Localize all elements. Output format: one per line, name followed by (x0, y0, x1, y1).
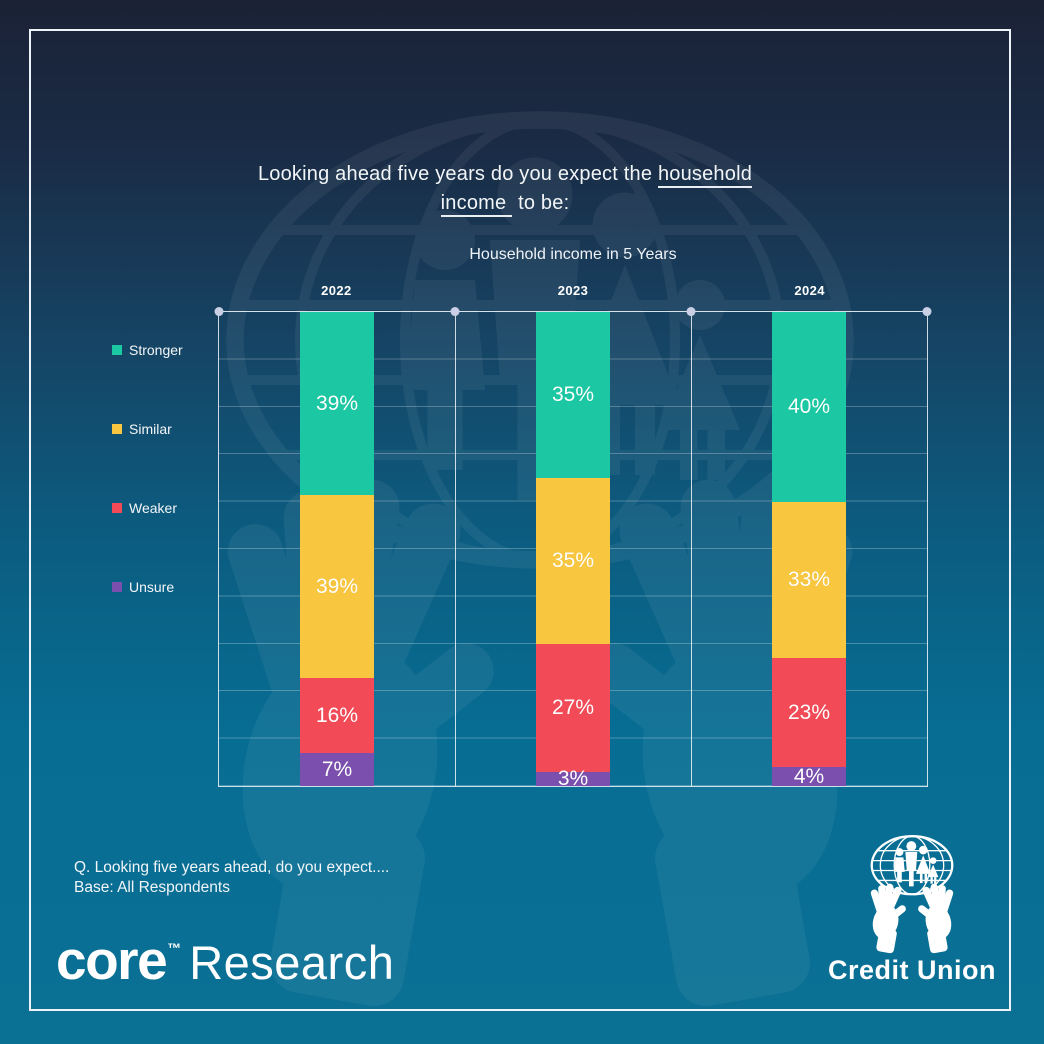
legend-swatch-similar (112, 424, 122, 434)
bar-segment-value: 39% (315, 391, 359, 415)
bar-segment-weaker-2022: 16% (300, 678, 374, 754)
legend-swatch-unsure (112, 582, 122, 592)
axis-top-dot (686, 307, 696, 317)
stacked-bar-2024: 40% 33% 23% 4% (772, 312, 846, 788)
plot-area: 39% 39% 16% 7% 35% 35% 27% 3% 40% 33% 23% 4% (214, 307, 932, 790)
bar-segment-unsure-2023: 3% (536, 767, 610, 790)
bar-segment-value: 35% (551, 382, 595, 406)
axis-top-dot (450, 307, 460, 317)
legend-swatch-stronger (112, 345, 122, 355)
bar-column-2024: 40% 33% 23% 4% (691, 312, 927, 788)
axis-top-dot (922, 307, 932, 317)
legend-item-unsure: Unsure (112, 579, 183, 595)
stacked-bar-2023: 35% 35% 27% 3% (536, 312, 610, 790)
legend-label: Similar (129, 421, 172, 437)
credit-union-label: Credit Union (828, 955, 996, 985)
core-research-logo: core™ Research (56, 928, 394, 992)
column-divider-line (454, 312, 456, 786)
bar-segment-unsure-2022: 7% (300, 753, 374, 786)
core-logo-light-text: Research (189, 936, 395, 989)
year-label-2022: 2022 (321, 283, 352, 298)
bar-column-2023: 35% 35% 27% 3% (455, 312, 691, 790)
bar-segment-weaker-2023: 27% (536, 643, 610, 772)
axis-top-dot (214, 307, 224, 317)
bar-column-2022: 39% 39% 16% 7% (219, 312, 455, 786)
bar-segment-value: 35% (551, 548, 595, 572)
legend-label: Stronger (129, 342, 183, 358)
bar-segment-stronger-2024: 40% (772, 312, 846, 502)
legend-item-weaker: Weaker (112, 500, 183, 516)
chart-title: Household income in 5 Years (469, 246, 677, 263)
bar-segment-similar-2024: 33% (772, 501, 846, 658)
question-title: Looking ahead five years do you expect t… (0, 160, 1010, 218)
year-label-2023: 2023 (557, 283, 589, 298)
footnote-question: Q. Looking five years ahead, do you expe… (74, 859, 390, 876)
bar-segment-stronger-2023: 35% (536, 312, 610, 478)
bar-segment-value: 39% (315, 574, 359, 598)
column-divider-line (691, 312, 692, 786)
question-title-text: Looking ahead five years do you expect t… (257, 163, 658, 185)
bar-segment-unsure-2024: 4% (772, 764, 846, 788)
core-logo-bold-text: core (56, 929, 168, 991)
stacked-bar-2022: 39% 39% 16% 7% (300, 312, 374, 786)
x-axis-category-labels: 2022 2023 2024 (218, 283, 928, 298)
bar-segment-similar-2022: 39% (300, 495, 374, 679)
bar-segment-value: 16% (315, 703, 359, 727)
footnote-base: Base: All Respondents (74, 878, 230, 896)
legend-swatch-weaker (112, 503, 122, 513)
bar-segment-value: 27% (551, 695, 595, 719)
footnote: Q. Looking five years ahead, do you expe… (74, 858, 389, 897)
bars-container: 39% 39% 16% 7% 35% 35% 27% 3% 40% 33% 23% 4% (219, 312, 927, 790)
bar-segment-value: 40% (787, 394, 831, 418)
bar-segment-similar-2023: 35% (536, 477, 610, 644)
legend-item-similar: Similar (112, 421, 183, 437)
legend-item-stronger: Stronger (112, 342, 183, 358)
legend-label: Weaker (129, 500, 177, 516)
bar-segment-weaker-2024: 23% (772, 658, 846, 768)
legend-label: Unsure (129, 579, 175, 595)
question-title-suffix: to be: (512, 192, 570, 214)
year-label-2024: 2024 (794, 283, 825, 298)
trademark-symbol: ™ (167, 940, 182, 956)
credit-union-logo: Credit Union (824, 824, 1000, 986)
bar-segment-value: 3% (557, 766, 589, 790)
bar-segment-value: 33% (787, 567, 831, 591)
underlined-word-household: household (657, 163, 753, 188)
legend: Stronger Similar Weaker Unsure (112, 342, 183, 595)
bar-segment-value: 4% (793, 764, 825, 788)
hands-holding-globe-family-icon (846, 824, 978, 954)
bar-segment-stronger-2022: 39% (300, 312, 374, 496)
bar-segment-value: 7% (321, 757, 353, 781)
bar-segment-value: 23% (787, 700, 831, 724)
underlined-word-income: income (440, 192, 513, 217)
